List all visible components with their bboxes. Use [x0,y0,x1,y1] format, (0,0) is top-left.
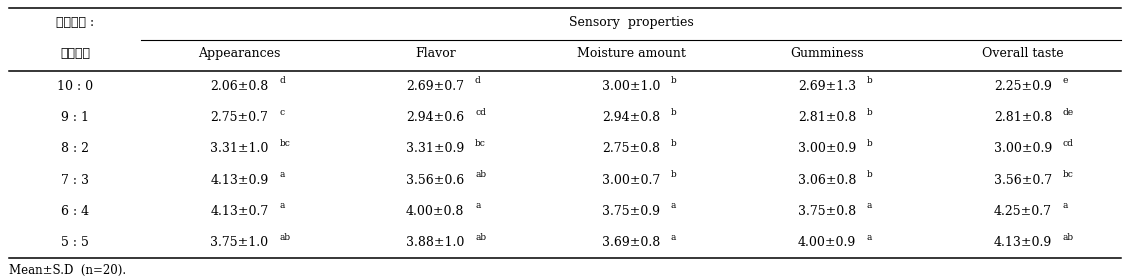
Text: a: a [1062,201,1068,210]
Text: b: b [670,108,677,117]
Text: 2.75±0.8: 2.75±0.8 [602,143,660,155]
Text: a: a [670,233,676,242]
Text: c: c [279,108,284,117]
Text: b: b [670,139,676,148]
Text: 3.75±0.9: 3.75±0.9 [602,205,660,218]
Text: b: b [672,76,677,85]
Text: ab: ab [475,170,486,179]
Text: a: a [280,170,284,179]
Text: bc: bc [1062,170,1074,179]
Text: a: a [867,233,873,242]
Text: 3.31±0.9: 3.31±0.9 [407,143,465,155]
Text: 3.00±0.7: 3.00±0.7 [602,174,660,187]
Text: bc: bc [280,139,290,148]
Text: b: b [867,170,873,179]
Text: 특화잡곡: 특화잡곡 [61,47,90,60]
Text: 2.69±0.7: 2.69±0.7 [407,80,464,93]
Text: 3.56±0.6: 3.56±0.6 [407,174,465,187]
Text: a: a [670,201,676,210]
Text: b: b [867,108,873,117]
Text: 2.75±0.7: 2.75±0.7 [210,111,268,124]
Text: 3.88±1.0: 3.88±1.0 [407,236,465,249]
Text: Flavor: Flavor [414,47,456,60]
Text: ab: ab [280,233,290,242]
Text: 2.25±0.9: 2.25±0.9 [994,80,1052,93]
Text: 3.00±0.9: 3.00±0.9 [797,143,856,155]
Text: b: b [867,139,873,148]
Text: d: d [475,76,481,85]
Text: 9 : 1: 9 : 1 [62,111,89,124]
Text: 2.06±0.8: 2.06±0.8 [210,80,268,93]
Text: Moisture amount: Moisture amount [577,47,685,60]
Text: ab: ab [1062,233,1074,242]
Text: e: e [1062,76,1068,85]
Text: Mean±S.D  (n=20).: Mean±S.D (n=20). [9,264,126,277]
Text: 4.13±0.9: 4.13±0.9 [210,174,268,187]
Text: b: b [670,170,677,179]
Text: Sensory  properties: Sensory properties [568,16,694,29]
Text: 3.00±1.0: 3.00±1.0 [602,80,660,93]
Text: bc: bc [475,139,486,148]
Text: 4.13±0.7: 4.13±0.7 [210,205,268,218]
Text: 2.94±0.8: 2.94±0.8 [602,111,660,124]
Text: a: a [475,201,481,210]
Text: 6 : 4: 6 : 4 [61,205,90,218]
Text: 2.81±0.8: 2.81±0.8 [994,111,1052,124]
Text: 2.69±1.3: 2.69±1.3 [798,80,856,93]
Text: 10 : 0: 10 : 0 [57,80,93,93]
Text: 3.75±1.0: 3.75±1.0 [210,236,268,249]
Text: 3.69±0.8: 3.69±0.8 [602,236,660,249]
Text: cd: cd [1062,139,1074,148]
Text: 2.81±0.8: 2.81±0.8 [797,111,856,124]
Text: 4.13±0.9: 4.13±0.9 [994,236,1052,249]
Text: 4.00±0.9: 4.00±0.9 [797,236,856,249]
Text: a: a [280,201,284,210]
Text: 4.25±0.7: 4.25±0.7 [994,205,1052,218]
Text: cd: cd [475,108,486,117]
Text: a: a [867,201,873,210]
Text: d: d [280,76,285,85]
Text: Appearances: Appearances [199,47,281,60]
Text: 3.00±0.9: 3.00±0.9 [994,143,1052,155]
Text: b: b [867,76,873,85]
Text: Overall taste: Overall taste [982,47,1063,60]
Text: 3.06±0.8: 3.06±0.8 [797,174,856,187]
Text: 기본잡곡 :: 기본잡곡 : [56,16,94,29]
Text: ab: ab [475,233,486,242]
Text: 5 : 5: 5 : 5 [62,236,89,249]
Text: 3.31±1.0: 3.31±1.0 [210,143,268,155]
Text: 7 : 3: 7 : 3 [62,174,89,187]
Text: 2.94±0.6: 2.94±0.6 [407,111,464,124]
Text: 4.00±0.8: 4.00±0.8 [407,205,465,218]
Text: Gumminess: Gumminess [791,47,864,60]
Text: 3.56±0.7: 3.56±0.7 [994,174,1052,187]
Text: 3.75±0.8: 3.75±0.8 [798,205,856,218]
Text: 8 : 2: 8 : 2 [62,143,89,155]
Text: de: de [1062,108,1074,117]
